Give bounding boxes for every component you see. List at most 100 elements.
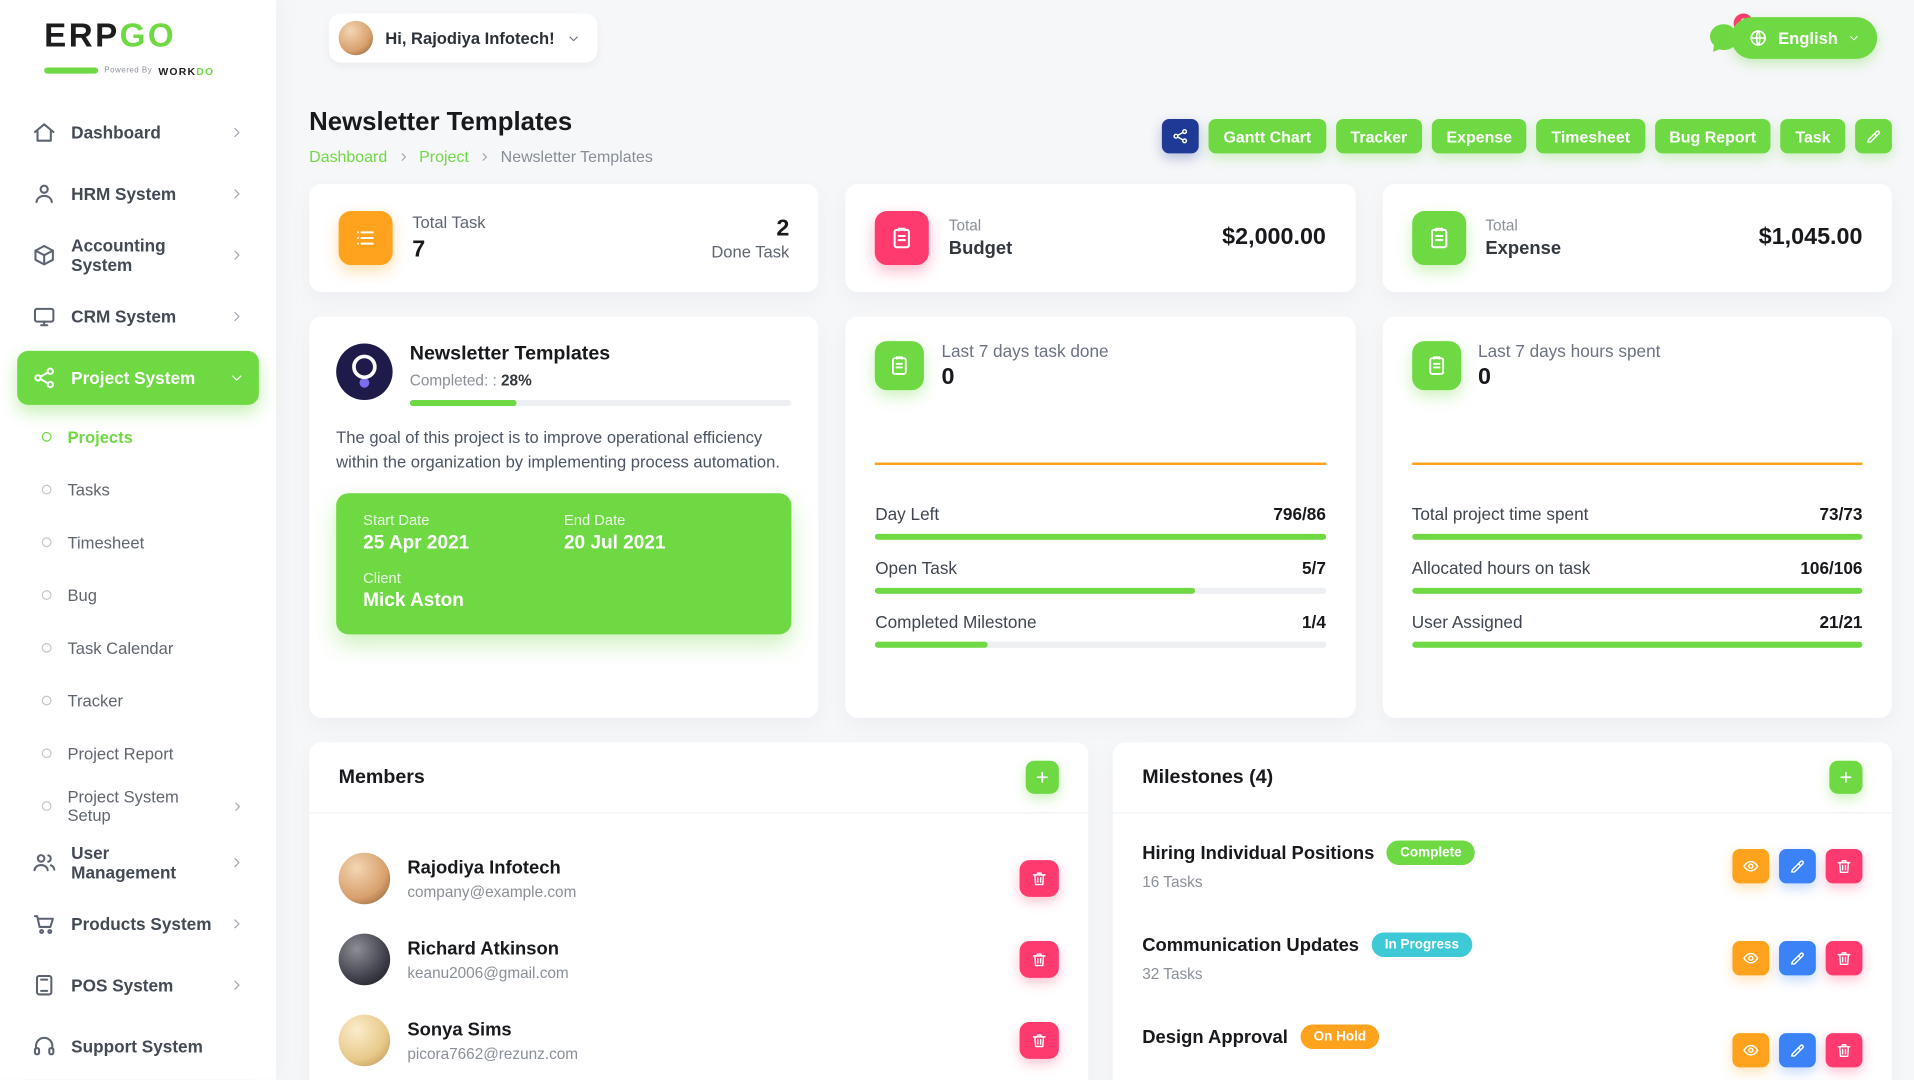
metric-value: 21/21 bbox=[1819, 612, 1863, 632]
sidebar-subitem-tasks[interactable]: Tasks bbox=[17, 465, 259, 514]
pos-device-icon bbox=[32, 973, 57, 998]
sidebar-item-user-management[interactable]: User Management bbox=[17, 836, 259, 890]
milestone-row: Communication Updates In Progress 32 Tas… bbox=[1142, 932, 1863, 1024]
metric-progress-bar bbox=[1411, 641, 1863, 648]
sidebar-item-products-system[interactable]: Products System bbox=[17, 897, 259, 951]
brand-logo[interactable]: ERPGO Powered By WORKDO bbox=[0, 0, 276, 86]
view-milestone-button[interactable] bbox=[1732, 1032, 1770, 1067]
share-button[interactable] bbox=[1162, 119, 1199, 154]
hours-chart-value: 0 bbox=[1478, 364, 1491, 391]
edit-project-button[interactable] bbox=[1855, 119, 1892, 154]
sidebar-item-project-system[interactable]: Project System bbox=[17, 350, 259, 405]
sidebar-nav: Dashboard HRM System Accounting System C… bbox=[0, 86, 276, 1074]
breadcrumb-dashboard[interactable]: Dashboard bbox=[309, 147, 388, 166]
plus-icon bbox=[1036, 771, 1048, 783]
sidebar-subitem-label: Project System Setup bbox=[67, 787, 179, 825]
milestone-task-count: 32 Tasks bbox=[1142, 965, 1203, 983]
delete-milestone-button[interactable] bbox=[1825, 848, 1863, 883]
breadcrumb-project[interactable]: Project bbox=[419, 147, 469, 166]
task-chart-value: 0 bbox=[941, 364, 955, 391]
edit-milestone-button[interactable] bbox=[1779, 940, 1816, 975]
metric-value: 1/4 bbox=[1301, 612, 1326, 632]
bullet-icon bbox=[41, 801, 52, 811]
chevron-right-icon bbox=[229, 855, 244, 870]
delete-milestone-button[interactable] bbox=[1825, 940, 1863, 975]
task-sparkline-chart bbox=[875, 396, 1326, 466]
delete-member-button[interactable] bbox=[1019, 860, 1059, 897]
expense-button[interactable]: Expense bbox=[1431, 119, 1527, 154]
task-button[interactable]: Task bbox=[1780, 119, 1846, 154]
sidebar-item-pos-system[interactable]: POS System bbox=[17, 958, 259, 1012]
budget-total-label: Total bbox=[948, 217, 982, 235]
metric-progress-bar bbox=[875, 641, 1326, 648]
member-row: Rajodiya Infotech company@example.com bbox=[338, 838, 1059, 919]
client-name: Mick Aston bbox=[363, 590, 464, 612]
tracker-button[interactable]: Tracker bbox=[1335, 119, 1422, 154]
sidebar-subitem-label: Timesheet bbox=[67, 533, 145, 552]
view-milestone-button[interactable] bbox=[1732, 848, 1770, 883]
milestone-name: Hiring Individual Positions bbox=[1142, 842, 1375, 864]
chevron-right-icon bbox=[479, 150, 491, 162]
metric-value: 73/73 bbox=[1819, 504, 1863, 524]
sidebar-item-dashboard[interactable]: Dashboard bbox=[17, 106, 259, 160]
sidebar-subitem-tracker[interactable]: Tracker bbox=[17, 676, 259, 725]
total-expense-card: Total Expense $1,045.00 bbox=[1382, 184, 1892, 293]
delete-member-button[interactable] bbox=[1019, 1022, 1059, 1059]
sidebar-subitem-project-system-setup[interactable]: Project System Setup bbox=[17, 782, 259, 831]
timesheet-button[interactable]: Timesheet bbox=[1536, 119, 1645, 154]
milestone-task-count: 16 Tasks bbox=[1142, 873, 1203, 891]
member-row: Sonya Sims picora7662@rezunz.com bbox=[338, 1000, 1059, 1080]
trash-icon bbox=[1032, 1034, 1046, 1048]
trash-icon bbox=[1837, 1043, 1851, 1057]
gantt-chart-button[interactable]: Gantt Chart bbox=[1208, 119, 1326, 154]
pencil-icon bbox=[1865, 128, 1882, 145]
done-task-label: Done Task bbox=[711, 242, 790, 261]
trash-icon bbox=[1837, 951, 1851, 965]
add-member-button[interactable] bbox=[1025, 760, 1059, 794]
start-date-label: Start Date bbox=[363, 511, 430, 529]
sidebar-subitem-task-calendar[interactable]: Task Calendar bbox=[17, 623, 259, 672]
chevron-right-icon bbox=[231, 799, 244, 812]
delete-member-button[interactable] bbox=[1019, 941, 1059, 978]
cart-icon bbox=[32, 912, 57, 937]
bug-report-button[interactable]: Bug Report bbox=[1654, 119, 1771, 154]
language-selector[interactable]: English bbox=[1731, 17, 1878, 59]
user-menu[interactable]: Hi, Rajodiya Infotech! bbox=[328, 13, 598, 63]
trash-icon bbox=[1837, 859, 1851, 873]
sidebar-item-support-system[interactable]: Support System bbox=[17, 1020, 259, 1074]
sidebar-item-label: Products System bbox=[71, 914, 212, 934]
view-milestone-button[interactable] bbox=[1732, 940, 1770, 975]
metric-label: Completed Milestone bbox=[875, 612, 1037, 632]
hours-spent-chart-card: Last 7 days hours spent 0 Total project … bbox=[1382, 316, 1892, 718]
chat-icon bbox=[1710, 24, 1738, 52]
bullet-icon bbox=[41, 642, 52, 653]
powered-by-label: Powered By bbox=[104, 65, 153, 75]
total-task-card: Total Task 7 2 Done Task bbox=[309, 184, 819, 293]
eye-icon bbox=[1743, 952, 1759, 963]
sidebar-item-crm-system[interactable]: CRM System bbox=[17, 290, 259, 344]
sidebar-subitem-timesheet[interactable]: Timesheet bbox=[17, 518, 259, 567]
delete-milestone-button[interactable] bbox=[1825, 1032, 1863, 1067]
budget-label: Budget bbox=[948, 238, 1013, 259]
clipboard-icon bbox=[1411, 341, 1461, 391]
edit-milestone-button[interactable] bbox=[1779, 848, 1816, 883]
sidebar-subitem-project-report[interactable]: Project Report bbox=[17, 729, 259, 778]
sidebar-subitem-bug[interactable]: Bug bbox=[17, 571, 259, 620]
share-icon bbox=[1172, 128, 1189, 145]
total-task-value: 7 bbox=[412, 236, 426, 262]
status-badge: In Progress bbox=[1371, 932, 1473, 957]
metric-value: 106/106 bbox=[1800, 558, 1863, 578]
sidebar-item-label: POS System bbox=[71, 975, 174, 996]
chevron-right-icon bbox=[229, 125, 244, 140]
add-milestone-button[interactable] bbox=[1829, 760, 1863, 794]
edit-milestone-button[interactable] bbox=[1779, 1032, 1816, 1067]
sidebar-item-hrm-system[interactable]: HRM System bbox=[17, 167, 259, 221]
chevron-right-icon bbox=[229, 917, 244, 932]
sidebar-item-accounting-system[interactable]: Accounting System bbox=[17, 228, 259, 282]
sidebar-subitem-projects[interactable]: Projects bbox=[17, 412, 259, 461]
member-name: Rajodiya Infotech bbox=[407, 857, 561, 878]
eye-icon bbox=[1743, 1044, 1759, 1055]
eye-icon bbox=[1743, 860, 1759, 871]
project-progress-bar bbox=[409, 399, 792, 407]
metric-progress-bar bbox=[1411, 587, 1863, 594]
